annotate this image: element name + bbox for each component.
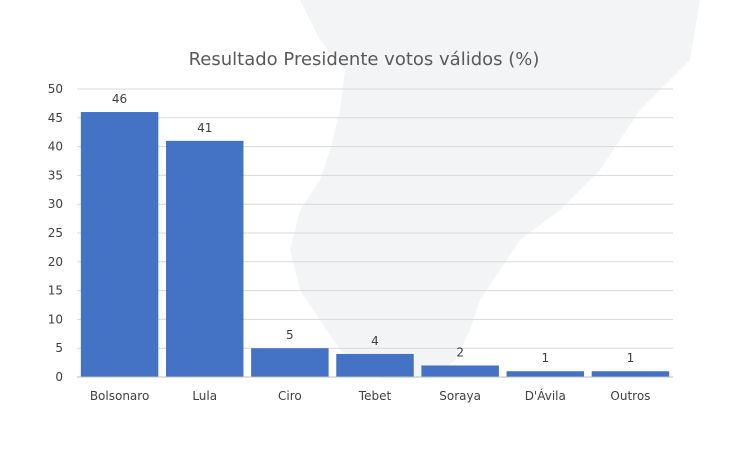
y-tick-label: 15 [48, 284, 63, 298]
x-tick-label: Lula [192, 389, 217, 403]
bar-bolsonaro [80, 112, 159, 377]
bar-soraya [421, 365, 499, 377]
chart-title: Resultado Presidente votos válidos (%) [189, 49, 540, 70]
bars [80, 112, 670, 377]
data-labels: 46 41 5 4 2 1 1 [112, 92, 634, 365]
x-tick-label: Outros [610, 389, 650, 403]
y-tick-label: 45 [48, 111, 63, 125]
background-map-shape [290, 0, 700, 378]
data-label: 1 [541, 351, 549, 365]
y-axis-ticks: 0 5 10 15 20 25 30 35 40 45 50 [48, 82, 63, 384]
x-axis-categories: Bolsonaro Lula Ciro Tebet Soraya D'Ávila Outro… [90, 388, 651, 403]
y-tick-label: 35 [48, 168, 63, 182]
bar-tebet [336, 353, 414, 377]
data-label: 41 [197, 121, 212, 135]
y-tick-label: 40 [48, 140, 63, 154]
x-tick-label: Bolsonaro [90, 389, 149, 403]
bar-ciro [251, 348, 329, 377]
x-tick-label: Soraya [439, 389, 481, 403]
bar-dvila [506, 371, 585, 377]
y-tick-label: 25 [48, 226, 63, 240]
y-tick-label: 20 [48, 255, 63, 269]
bar-lula [165, 140, 244, 377]
y-tick-label: 30 [48, 197, 63, 211]
y-tick-label: 0 [55, 370, 63, 384]
data-label: 46 [112, 92, 127, 106]
data-label: 5 [286, 328, 294, 342]
data-label: 4 [371, 334, 379, 348]
x-tick-label: D'Ávila [525, 388, 566, 403]
y-tick-label: 10 [48, 312, 63, 326]
y-tick-label: 5 [55, 341, 63, 355]
bar-outros [591, 371, 670, 377]
y-tick-label: 50 [48, 82, 63, 96]
data-label: 2 [456, 345, 464, 359]
data-label: 1 [627, 351, 635, 365]
x-tick-label: Tebet [358, 389, 392, 403]
x-tick-label: Ciro [278, 389, 302, 403]
